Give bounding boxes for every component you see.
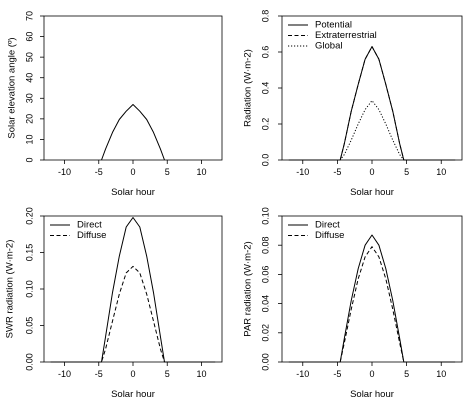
panel-1: -10 -5 0 5 10 0 10 20 30 40 50 60 70 Solar hour Solar … <box>7 11 222 198</box>
series-line-extraterrestrial <box>289 47 455 160</box>
x-tick-label: 0 <box>130 369 135 379</box>
legend-label: Diffuse <box>315 230 344 241</box>
y-tick-label: 0.00 <box>260 353 270 371</box>
legend-label: Potential <box>315 20 352 31</box>
y-tick-label: 70 <box>24 11 34 21</box>
series-line-global <box>289 101 455 160</box>
legend-label: Global <box>315 41 342 52</box>
legend-label: Diffuse <box>77 230 106 241</box>
x-tick-label: -5 <box>95 167 103 177</box>
series-line-direct <box>51 218 215 363</box>
x-tick-label: 10 <box>436 167 446 177</box>
x-tick-label: -5 <box>333 369 341 379</box>
x-tick-label: -10 <box>58 369 71 379</box>
x-axis-title: Solar hour <box>350 389 394 400</box>
y-tick-label: 0.10 <box>24 280 34 298</box>
x-tick-label: -10 <box>296 369 309 379</box>
x-tick-label: 10 <box>196 369 206 379</box>
y-tick-label: 10 <box>24 134 34 144</box>
y-tick-label: 0.4 <box>260 82 270 95</box>
y-tick-label: 0.2 <box>260 118 270 131</box>
x-tick-label: 5 <box>404 167 409 177</box>
y-tick-label: 0.15 <box>24 244 34 262</box>
y-tick-label: 0.20 <box>24 207 34 225</box>
series-line-main <box>102 105 165 161</box>
x-axis-title: Solar hour <box>111 389 155 400</box>
x-axis-title: Solar hour <box>350 187 394 198</box>
x-tick-label: 10 <box>436 369 446 379</box>
x-axis-title: Solar hour <box>111 187 155 198</box>
y-tick-label: 0 <box>24 157 34 162</box>
y-axis-title: SWR radiation (W·m-2) <box>5 240 16 339</box>
y-tick-label: 0.10 <box>260 207 270 225</box>
y-tick-label: 50 <box>24 52 34 62</box>
y-tick-label: 40 <box>24 73 34 83</box>
legend-label: Direct <box>315 220 340 231</box>
y-tick-label: 0.00 <box>24 353 34 371</box>
plot-frame <box>44 16 222 160</box>
plot-frame <box>282 216 462 362</box>
x-tick-label: 0 <box>369 369 374 379</box>
y-tick-label: 0.08 <box>260 236 270 254</box>
x-tick-label: 0 <box>130 167 135 177</box>
series-line-diffuse <box>51 266 215 362</box>
series-line-direct <box>289 235 455 362</box>
panel-3: -10 -5 0 5 10 0.00 0.05 0.10 0.15 0.20 Solar hour S… <box>5 207 222 400</box>
legend-label: Direct <box>77 220 102 231</box>
x-tick-label: -10 <box>296 167 309 177</box>
x-tick-label: -5 <box>95 369 103 379</box>
y-axis-title: Radiation (W·m-2) <box>243 49 254 127</box>
y-tick-label: 30 <box>24 93 34 103</box>
y-axis-title: Solar elevation angle (º) <box>7 37 18 138</box>
x-tick-label: -5 <box>333 167 341 177</box>
x-tick-label: -10 <box>58 167 71 177</box>
y-tick-label: 0.06 <box>260 266 270 284</box>
x-tick-label: 5 <box>404 369 409 379</box>
y-tick-label: 0.6 <box>260 46 270 59</box>
x-tick-label: 5 <box>165 369 170 379</box>
y-tick-label: 0.8 <box>260 10 270 23</box>
x-tick-label: 5 <box>165 167 170 177</box>
y-axis-title: PAR radiation (W·m-2) <box>243 241 254 336</box>
y-tick-label: 20 <box>24 114 34 124</box>
y-tick-label: 0.0 <box>260 154 270 167</box>
series-line-diffuse <box>289 247 455 362</box>
legend-label: Extraterrestrial <box>315 30 377 41</box>
series-line-potential <box>289 47 455 160</box>
y-tick-label: 0.04 <box>260 295 270 313</box>
y-tick-label: 60 <box>24 32 34 42</box>
y-tick-label: 0.05 <box>24 317 34 335</box>
x-tick-label: 0 <box>369 167 374 177</box>
panel-4: -10 -5 0 5 10 0.00 0.02 0.04 0.06 0.08 0.10 Solar h… <box>243 207 462 400</box>
x-tick-label: 10 <box>196 167 206 177</box>
plot-frame <box>44 216 222 362</box>
panel-2: -10 -5 0 5 10 0.0 0.2 0.4 0.6 0.8 Solar hour Radiat… <box>243 10 462 198</box>
y-tick-label: 0.02 <box>260 324 270 342</box>
